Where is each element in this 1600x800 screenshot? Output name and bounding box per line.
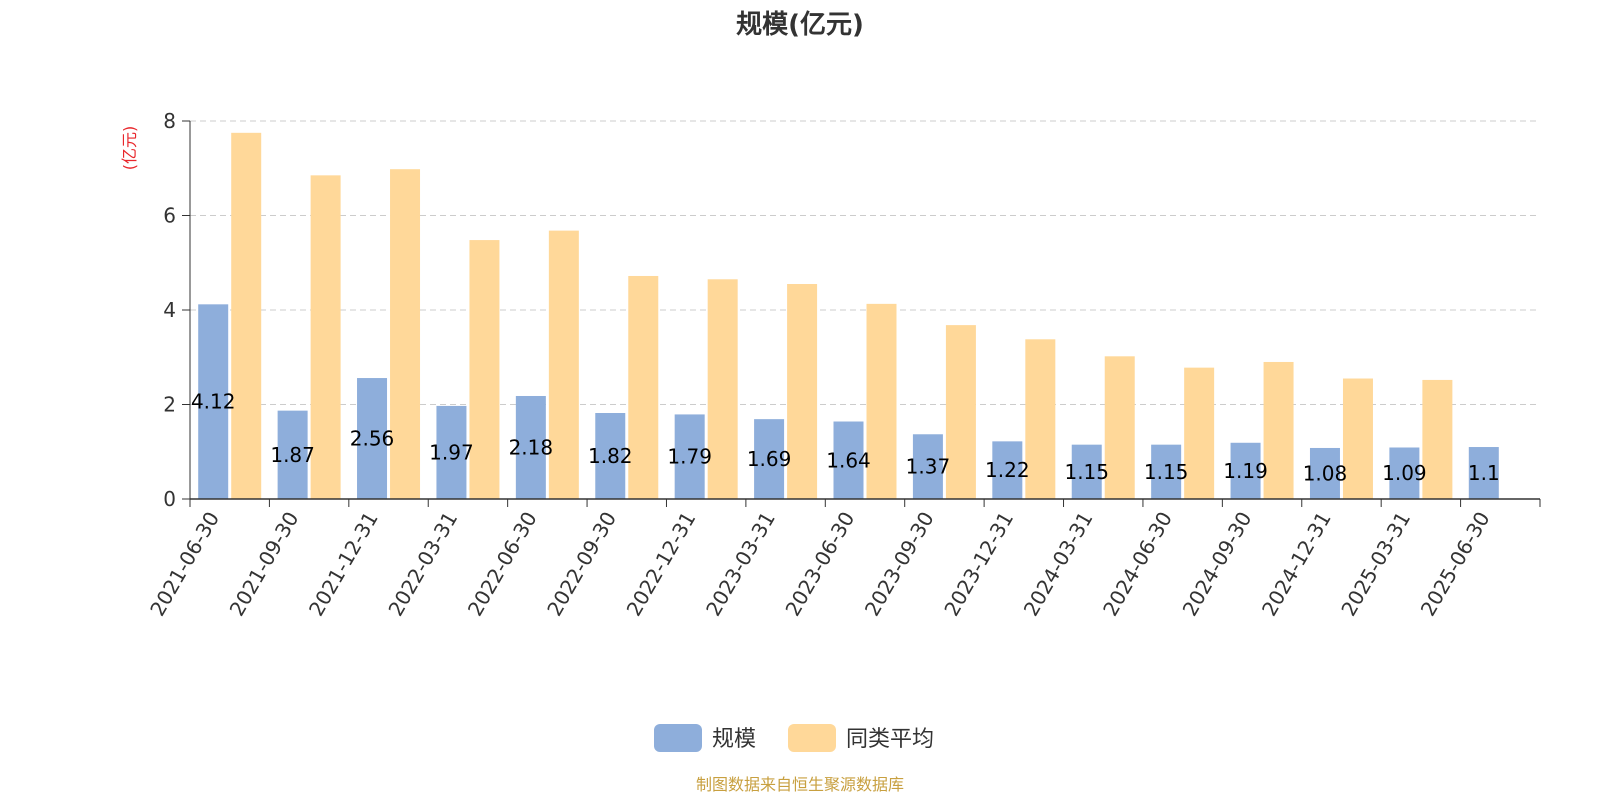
bar-peer-average (1263, 361, 1294, 499)
x-tick-label: 2024-12-31 (1257, 508, 1336, 621)
bar-scale (912, 434, 943, 499)
bar-scale (436, 405, 467, 499)
bar-peer-average (390, 169, 421, 499)
data-label: 1.82 (588, 444, 633, 468)
bar-scale (1389, 447, 1420, 499)
bar-scale (754, 419, 785, 499)
bar-scale (277, 410, 308, 499)
x-tick-label: 2024-09-30 (1177, 508, 1256, 621)
y-tick-label: 4 (163, 298, 176, 322)
bar-peer-average (628, 275, 659, 499)
data-label: 1.1 (1468, 461, 1500, 485)
data-label: 2.18 (509, 435, 554, 459)
bar-peer-average (1184, 367, 1215, 499)
y-tick-label: 0 (163, 487, 176, 511)
x-tick-label: 2022-03-31 (383, 508, 462, 621)
legend-item[interactable]: 同类平均 (788, 724, 934, 752)
bar-scale (1230, 442, 1261, 499)
x-tick-label: 2023-12-31 (939, 508, 1018, 621)
data-label: 1.09 (1382, 461, 1427, 485)
bar-peer-average (1342, 378, 1373, 499)
legend-swatch (788, 724, 836, 752)
data-label: 1.79 (667, 445, 712, 469)
x-tick-label: 2025-03-31 (1336, 508, 1415, 621)
bar-peer-average (1422, 379, 1453, 499)
x-tick-label: 2025-06-30 (1416, 508, 1495, 621)
bar-peer-average (945, 325, 976, 499)
bar-scale (357, 378, 388, 499)
data-label: 2.56 (350, 427, 395, 451)
data-label: 4.12 (191, 390, 236, 414)
data-label: 1.69 (747, 447, 792, 471)
legend-label: 规模 (712, 727, 756, 752)
legend[interactable]: 规模 同类平均 (654, 724, 934, 752)
bar-scale (1151, 444, 1182, 499)
x-tick-label: 2024-06-30 (1098, 508, 1177, 621)
bar-peer-average (231, 132, 262, 499)
data-label: 1.87 (270, 443, 315, 467)
data-label: 1.37 (906, 455, 951, 479)
data-label: 1.22 (985, 458, 1030, 482)
bar-scale (674, 414, 705, 499)
y-tick-label: 2 (163, 393, 176, 417)
y-tick-label: 6 (163, 204, 176, 228)
source-note: 制图数据来自恒生聚源数据库 (696, 775, 904, 794)
legend-item[interactable]: 规模 (654, 724, 756, 752)
x-tick-label: 2023-06-30 (780, 508, 859, 621)
bar-scale (595, 413, 626, 499)
data-label: 1.15 (1144, 460, 1189, 484)
bar-peer-average (548, 230, 579, 499)
bar-peer-average (707, 279, 738, 499)
y-tick-label: 8 (163, 109, 176, 133)
x-tick-label: 2024-03-31 (1019, 508, 1098, 621)
bar-peer-average (866, 303, 897, 499)
bar-scale (198, 304, 229, 499)
data-label: 1.15 (1064, 460, 1109, 484)
data-label: 1.08 (1303, 461, 1348, 485)
data-labels: 4.12 1.87 2.56 1.97 2.18 1.82 1.79 1.69 1.64 1.37… (191, 390, 1500, 486)
chart-title: 规模(亿元) (736, 10, 864, 40)
x-tick-label: 2023-09-30 (860, 508, 939, 621)
data-label: 1.19 (1223, 459, 1268, 483)
bar-scale (515, 395, 546, 499)
bar-peer-average (310, 175, 341, 499)
bars (198, 132, 1499, 499)
x-tick-label: 2021-06-30 (145, 508, 224, 621)
x-tick-label: 2023-03-31 (701, 508, 780, 621)
bar-peer-average (787, 284, 818, 499)
bar-peer-average (469, 240, 500, 499)
data-label: 1.97 (429, 440, 474, 464)
bar-scale (1309, 447, 1340, 499)
bar-scale (833, 421, 864, 499)
x-tick-label: 2021-12-31 (304, 508, 383, 621)
x-tick-label: 2022-06-30 (463, 508, 542, 621)
legend-swatch (654, 724, 702, 752)
bar-scale (1468, 447, 1499, 499)
x-tick-label: 2022-12-31 (622, 508, 701, 621)
x-tick-label: 2021-09-30 (225, 508, 304, 621)
y-axis-unit: (亿元) (120, 126, 139, 171)
bar-scale (1071, 444, 1102, 499)
bar-peer-average (1025, 339, 1056, 499)
bar-peer-average (1104, 356, 1135, 499)
bar-scale (992, 441, 1023, 499)
data-label: 1.64 (826, 448, 871, 472)
x-tick-label: 2022-09-30 (542, 508, 621, 621)
legend-label: 同类平均 (846, 727, 934, 752)
